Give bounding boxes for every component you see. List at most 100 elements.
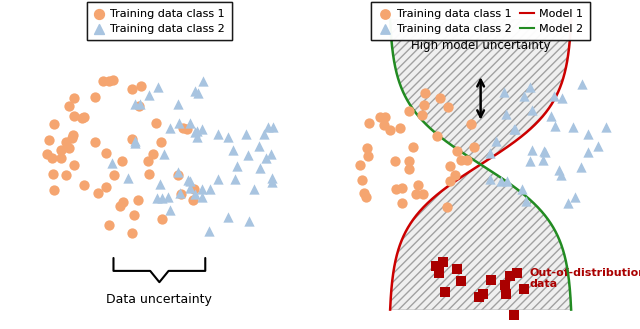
Point — [47, 172, 58, 177]
Point — [545, 114, 556, 119]
Point — [100, 184, 111, 189]
Point — [143, 159, 154, 164]
Point — [420, 90, 430, 96]
Point — [49, 187, 59, 192]
Point — [79, 114, 89, 120]
Point — [518, 94, 529, 99]
Point — [478, 291, 488, 297]
Point — [178, 126, 188, 131]
Point — [379, 123, 389, 128]
Point — [67, 132, 77, 137]
Point — [433, 269, 444, 274]
Point — [501, 112, 511, 117]
Point — [500, 283, 510, 288]
Point — [521, 199, 531, 204]
Point — [538, 157, 548, 162]
Point — [127, 136, 138, 141]
Point — [127, 231, 137, 236]
Point — [486, 278, 497, 283]
Point — [508, 126, 518, 132]
Point — [492, 139, 502, 144]
Point — [509, 312, 519, 317]
Point — [144, 92, 154, 98]
Point — [411, 192, 421, 197]
Point — [69, 95, 79, 100]
Point — [90, 94, 100, 100]
Point — [417, 113, 428, 118]
Point — [404, 159, 415, 164]
Point — [501, 291, 511, 297]
Point — [540, 149, 550, 155]
Point — [133, 198, 143, 203]
Point — [554, 167, 564, 172]
Point — [505, 273, 515, 279]
Point — [385, 127, 396, 132]
Point — [254, 143, 264, 149]
Point — [442, 204, 452, 209]
Point — [241, 131, 252, 136]
Point — [255, 166, 265, 171]
Point — [359, 190, 369, 195]
Point — [259, 131, 269, 136]
Point — [67, 136, 77, 141]
Point — [450, 172, 460, 177]
Point — [232, 164, 242, 169]
Point — [157, 216, 168, 221]
Point — [90, 139, 100, 145]
Point — [130, 101, 140, 106]
Point — [135, 101, 145, 107]
Point — [165, 126, 175, 131]
Point — [243, 153, 253, 158]
Point — [175, 190, 186, 196]
Point — [268, 124, 278, 129]
Point — [262, 125, 273, 130]
Point — [593, 143, 603, 148]
Point — [212, 131, 223, 137]
Point — [152, 195, 162, 200]
Point — [163, 194, 173, 200]
Point — [496, 178, 506, 184]
Point — [267, 179, 277, 184]
Point — [97, 79, 108, 84]
Point — [527, 108, 538, 113]
Point — [230, 176, 240, 181]
Point — [159, 152, 169, 157]
Point — [196, 194, 207, 199]
Point — [223, 215, 233, 220]
Point — [394, 125, 404, 131]
Point — [182, 126, 192, 131]
Point — [173, 172, 183, 178]
Point — [61, 172, 71, 178]
Point — [212, 176, 223, 181]
Point — [413, 182, 424, 188]
Point — [452, 149, 462, 154]
Point — [527, 147, 537, 153]
Point — [539, 148, 549, 154]
Point — [190, 191, 200, 197]
Point — [189, 88, 200, 93]
Point — [525, 84, 535, 89]
Point — [556, 96, 566, 101]
Point — [549, 94, 559, 99]
Point — [391, 187, 401, 192]
Point — [456, 158, 466, 163]
Point — [360, 194, 371, 199]
Point — [156, 181, 166, 187]
Point — [190, 129, 200, 134]
Point — [156, 140, 166, 145]
Point — [452, 266, 462, 271]
Point — [205, 187, 215, 192]
Point — [157, 195, 167, 201]
Point — [153, 85, 163, 90]
Point — [151, 120, 161, 126]
Point — [266, 152, 276, 157]
Point — [582, 132, 593, 137]
Point — [191, 129, 202, 134]
Point — [435, 271, 445, 276]
Point — [196, 186, 207, 191]
Point — [355, 163, 365, 168]
Legend: Training data class 1, Training data class 2, Model 1, Model 2: Training data class 1, Training data cla… — [371, 2, 590, 40]
Point — [362, 146, 372, 151]
Point — [568, 124, 578, 130]
Legend: Training data class 1, Training data class 2: Training data class 1, Training data cla… — [87, 2, 232, 40]
